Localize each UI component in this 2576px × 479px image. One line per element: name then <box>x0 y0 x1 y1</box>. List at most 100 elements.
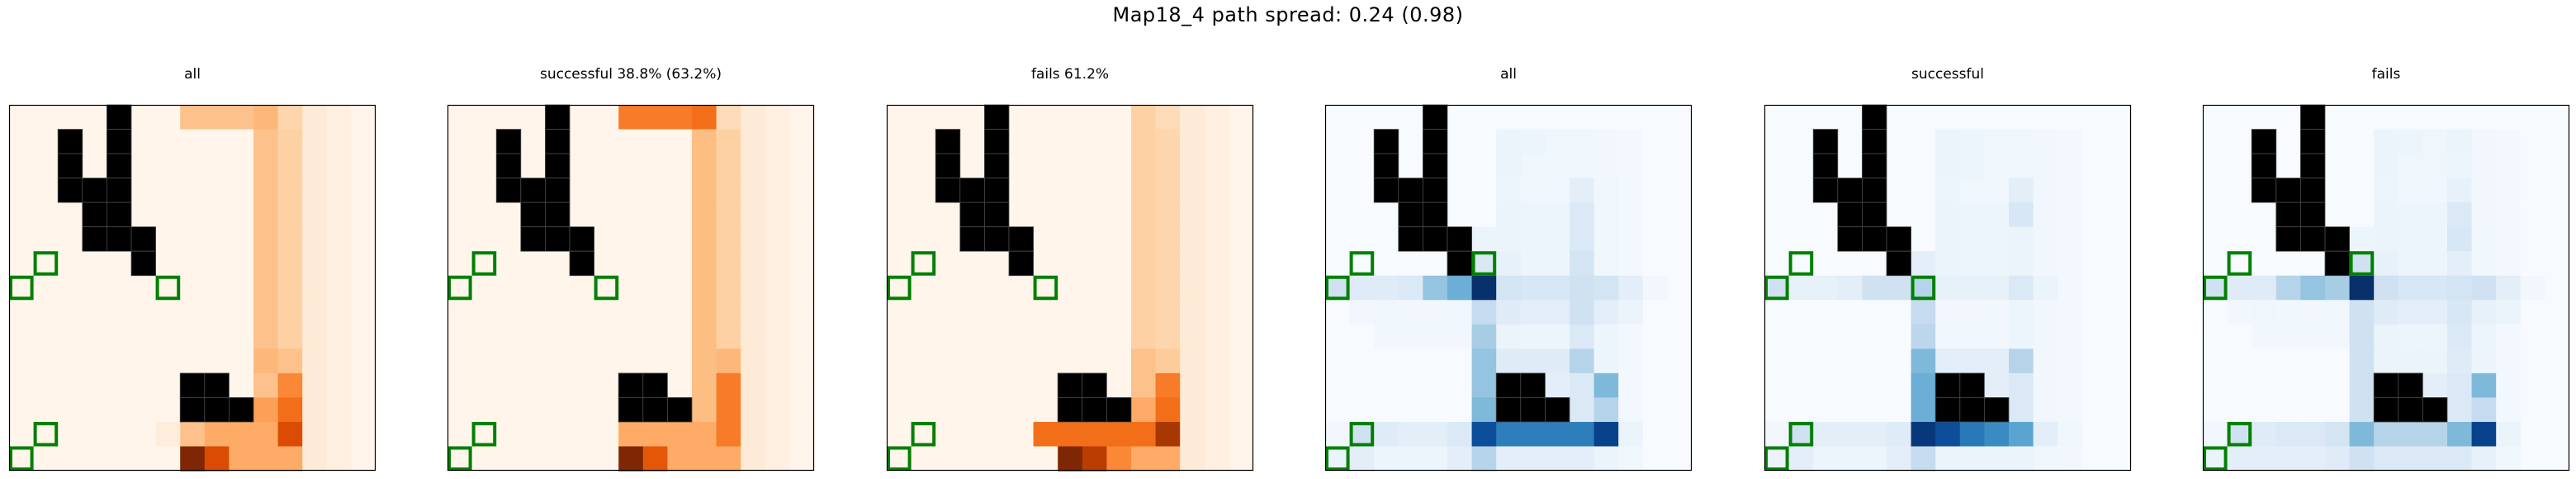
heat-cell <box>1229 397 1254 423</box>
heat-cell <box>1229 129 1254 154</box>
obstacle-cell <box>569 250 595 277</box>
heat-cell <box>1058 446 1083 472</box>
heat-cell <box>229 202 254 228</box>
panel-frame <box>1764 104 2132 472</box>
heat-cell <box>496 105 522 130</box>
heat-cell <box>471 226 497 252</box>
heat-cell <box>2203 178 2228 203</box>
heat-cell <box>204 202 230 228</box>
obstacle-cell <box>1983 396 2010 423</box>
heat-cell <box>155 275 181 301</box>
heat-cell <box>2275 349 2301 374</box>
heat-cell <box>302 226 328 252</box>
heat-cell <box>1496 275 1522 301</box>
obstacle-cell <box>520 202 546 228</box>
heat-cell <box>2081 300 2107 325</box>
heat-cell <box>984 421 1010 448</box>
heat-cell <box>1131 446 1157 472</box>
obstacle-cell <box>130 250 157 277</box>
obstacle-cell <box>57 178 83 203</box>
heat-cell <box>1325 202 1351 228</box>
heat-cell <box>471 154 497 179</box>
obstacle-cell <box>1423 129 1448 154</box>
heat-cell <box>155 202 181 228</box>
heat-cell <box>326 349 352 374</box>
heat-cell <box>887 275 912 301</box>
heat-cell <box>33 251 59 277</box>
heat-cell <box>618 105 644 130</box>
heat-cell <box>1131 105 1157 130</box>
heat-cell <box>984 446 1010 472</box>
heat-cell <box>594 300 619 325</box>
heat-cell <box>789 251 815 277</box>
heat-cell <box>741 397 766 423</box>
heat-cell <box>667 178 693 203</box>
heat-cell <box>1471 251 1497 277</box>
heat-cell <box>959 275 985 301</box>
heat-cell <box>716 178 741 203</box>
heat-cell <box>2009 105 2034 130</box>
heat-cell <box>1374 372 1399 398</box>
heat-cell <box>1788 275 1814 301</box>
heat-cell <box>1764 202 1790 228</box>
heat-cell <box>1204 226 1229 252</box>
heat-cell <box>82 154 107 179</box>
heat-cell <box>520 349 546 374</box>
heat-cell <box>1496 421 1522 448</box>
heat-cell <box>1496 324 1522 349</box>
heat-cell <box>2106 154 2132 179</box>
heat-cell <box>2496 349 2522 374</box>
heat-cell <box>887 251 912 277</box>
heat-cell <box>2545 178 2570 203</box>
heat-cell <box>2496 446 2522 472</box>
heat-cell <box>887 129 912 154</box>
heat-cell <box>545 397 571 423</box>
heat-cell <box>1447 349 1473 374</box>
heat-cell <box>2033 129 2058 154</box>
heat-cell <box>1887 154 1912 179</box>
heat-cell <box>204 129 230 154</box>
heat-cell <box>447 226 473 252</box>
heat-cell <box>1325 397 1351 423</box>
heat-cell <box>692 178 717 203</box>
heat-cell <box>2398 446 2423 472</box>
obstacle-cell <box>2324 250 2351 277</box>
heat-cell <box>1570 226 1595 252</box>
heat-cell <box>302 446 328 472</box>
heat-cell <box>326 372 352 398</box>
heat-cell <box>2349 421 2375 448</box>
heat-cell <box>911 446 936 472</box>
heat-cell <box>692 300 717 325</box>
heat-cell <box>496 372 522 398</box>
heat-cell <box>667 300 693 325</box>
heat-cell <box>741 324 766 349</box>
heat-cell <box>1935 202 1961 228</box>
heat-cell <box>1520 105 1546 130</box>
panel-title: fails 61.2% <box>1030 66 1110 83</box>
heat-cell <box>716 372 741 398</box>
heat-cell <box>911 372 936 398</box>
obstacle-cell <box>1082 396 1107 423</box>
heat-cell <box>1131 251 1157 277</box>
heat-cell <box>2252 300 2277 325</box>
heat-cell <box>33 154 59 179</box>
obstacle-cell <box>959 226 985 252</box>
heat-cell <box>253 154 279 179</box>
heat-cell <box>2252 446 2277 472</box>
heat-cell <box>1764 275 1790 301</box>
heat-cell <box>2520 275 2545 301</box>
heat-cell <box>155 300 181 325</box>
heat-cell <box>1911 154 1936 179</box>
heat-cell <box>496 226 522 252</box>
heat-cell <box>2374 349 2399 374</box>
obstacle-cell <box>2398 372 2423 398</box>
heat-cell <box>2057 105 2083 130</box>
heat-cell <box>1204 129 1229 154</box>
heat-cell <box>58 275 83 301</box>
heat-cell <box>618 226 644 252</box>
heat-cell <box>1935 349 1961 374</box>
heat-cell <box>107 446 132 472</box>
heat-cell <box>2422 154 2448 179</box>
obstacle-cell <box>2300 129 2326 154</box>
obstacle-cell <box>204 396 230 423</box>
